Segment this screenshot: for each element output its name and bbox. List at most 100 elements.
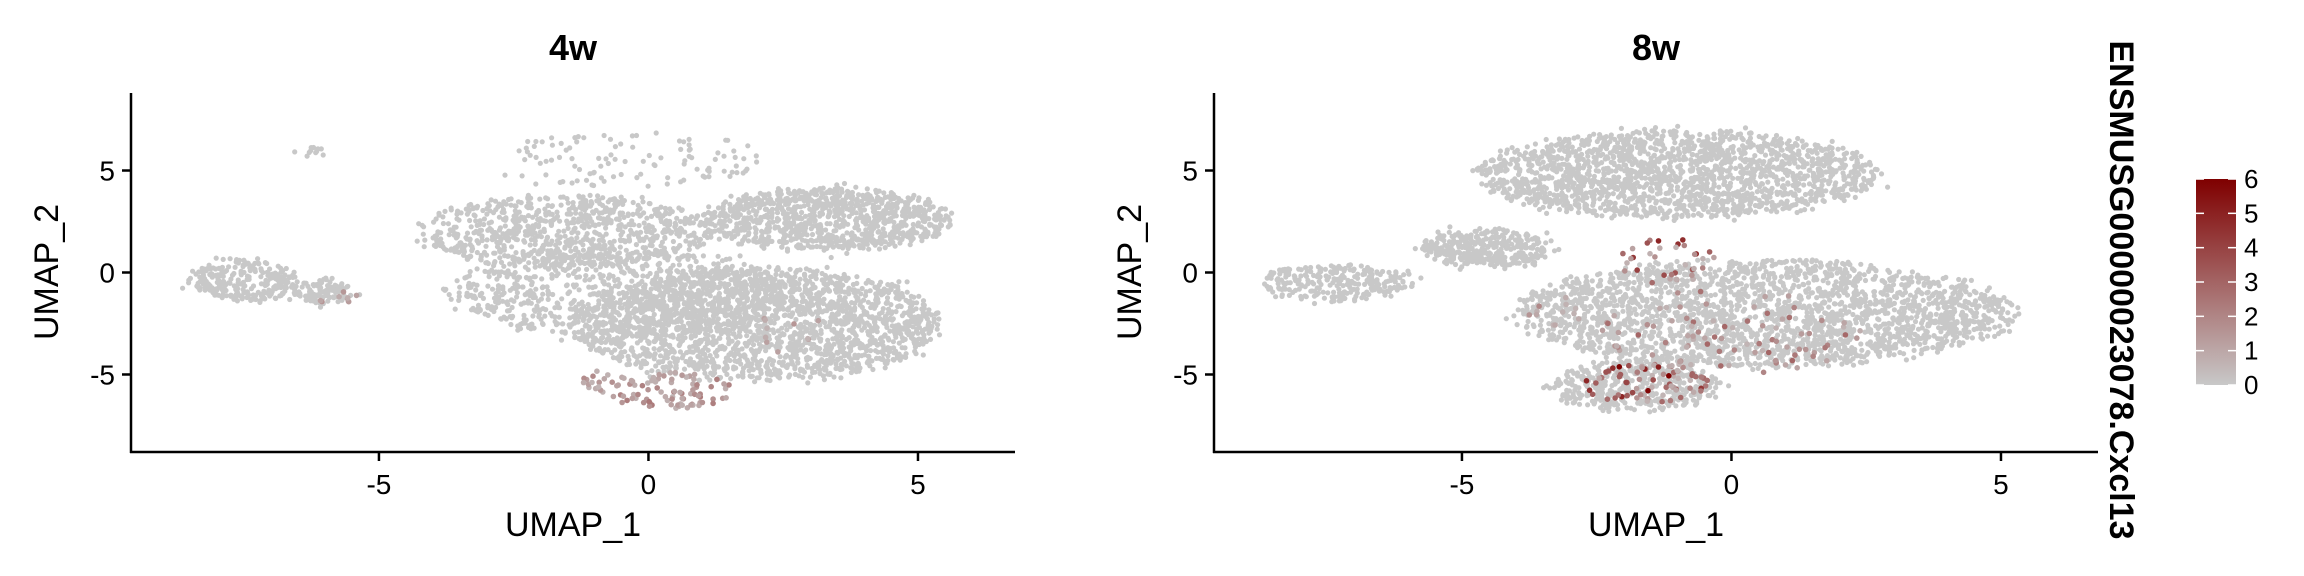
cell-point (611, 196, 618, 202)
cell-point (750, 342, 757, 348)
cell-point (269, 288, 275, 294)
cell-point (285, 279, 291, 285)
cell-point (810, 369, 816, 376)
cell-point (812, 272, 818, 278)
cell-point (578, 306, 585, 312)
cell-point (864, 213, 870, 219)
cell-point (635, 255, 642, 261)
cell-point (659, 338, 665, 344)
cell-point (895, 235, 901, 241)
cell-point (894, 292, 900, 299)
cell-point (265, 272, 271, 278)
cell-point (471, 212, 477, 218)
cell-point (262, 296, 268, 302)
cell-point (852, 337, 858, 343)
cell-point (842, 274, 848, 280)
cell-point (527, 288, 534, 294)
cell-point (893, 309, 899, 315)
cell-point (823, 363, 829, 369)
cell-point (646, 306, 652, 312)
cell-point (775, 315, 781, 321)
cell-point (720, 297, 726, 303)
cell-point (791, 354, 797, 360)
cell-point (485, 283, 491, 289)
cell-point (264, 260, 270, 267)
cell-point (695, 265, 702, 271)
cell-point (546, 209, 552, 215)
cell-point (283, 285, 289, 291)
cell-point (526, 252, 532, 259)
cell-point (846, 291, 852, 297)
cell-point (529, 321, 535, 327)
cell-point (255, 256, 261, 262)
cell-point (262, 282, 268, 289)
cell-point (522, 229, 529, 235)
cell-point (877, 336, 884, 342)
cell-point (884, 299, 890, 305)
cell-point (725, 332, 732, 338)
cell-point (797, 267, 803, 273)
cell-point (776, 188, 782, 194)
cell-point (803, 328, 809, 334)
cell-point (607, 197, 613, 203)
cell-point (629, 278, 635, 284)
cell-point (718, 210, 724, 216)
cell-point (564, 282, 570, 288)
cell-point (801, 198, 807, 204)
cell-point (455, 208, 461, 214)
cell-point (533, 212, 539, 218)
cell-point (571, 284, 578, 290)
cell-point (622, 261, 629, 267)
cell-point (771, 366, 778, 372)
cell-point (686, 362, 692, 368)
cell-point (542, 206, 548, 212)
cell-point (232, 264, 238, 270)
cell-point (887, 218, 893, 224)
cell-point (910, 324, 916, 330)
cell-point (814, 243, 820, 250)
cell-point (849, 300, 855, 306)
cell-point (522, 239, 528, 245)
cell-point (670, 262, 676, 268)
cell-point (648, 224, 655, 230)
cell-point (823, 227, 829, 233)
cell-point (566, 237, 572, 244)
cell-point (820, 287, 827, 293)
cell-point (827, 345, 833, 351)
cell-point (493, 269, 499, 275)
cell-point (916, 293, 922, 299)
cell-point (697, 222, 703, 228)
cell-point (761, 303, 767, 309)
cell-point (514, 290, 521, 296)
cell-point (729, 263, 735, 269)
cell-point (799, 209, 805, 216)
cell-point (565, 254, 571, 260)
cell-point (828, 300, 834, 307)
cell-point (748, 264, 754, 270)
cell-point (554, 209, 560, 215)
cell-point (235, 281, 241, 287)
cell-point (889, 210, 895, 216)
cell-point (578, 200, 584, 206)
cell-point (550, 291, 556, 298)
cell-point (715, 316, 721, 322)
cell-point (456, 249, 462, 255)
cell-point (927, 221, 933, 227)
cell-point (937, 221, 944, 227)
cell-point (798, 366, 804, 372)
cell-point (699, 350, 706, 356)
cell-point (317, 278, 323, 284)
cell-point (766, 344, 772, 350)
cell-point (589, 341, 596, 347)
cell-point (244, 289, 250, 295)
cell-point (521, 216, 527, 222)
cell-point (916, 195, 922, 201)
cell-point (583, 198, 589, 204)
cell-point (644, 369, 650, 376)
cell-point (871, 207, 878, 213)
cell-point (746, 368, 752, 374)
cell-point (610, 355, 617, 361)
cell-point (825, 305, 831, 312)
cell-point (789, 311, 796, 317)
cell-point (641, 345, 647, 352)
